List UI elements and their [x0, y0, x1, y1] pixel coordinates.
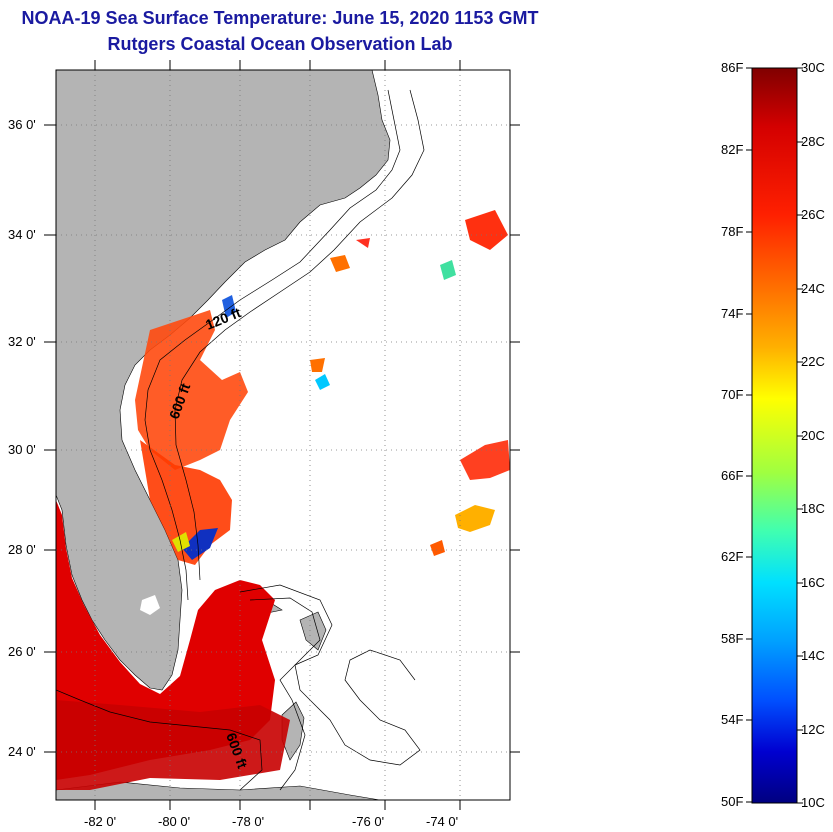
f-label-70: 70F — [721, 387, 743, 402]
lat-label-24: 24 0' — [8, 744, 36, 759]
c-label-20: 20C — [801, 428, 825, 443]
map-frame — [55, 69, 511, 801]
lat-label-26: 26 0' — [8, 644, 36, 659]
c-label-18: 18C — [801, 501, 825, 516]
c-label-24: 24C — [801, 281, 825, 296]
f-label-54: 54F — [721, 712, 743, 727]
map-title: NOAA-19 Sea Surface Temperature: June 15… — [21, 8, 539, 28]
sst-small-patch-4 — [465, 210, 508, 250]
c-label-16: 16C — [801, 575, 825, 590]
colorbar-fahrenheit-labels: 86F 82F 78F 74F 70F 66F 62F 58F 54F 50F — [721, 60, 743, 809]
sst-small-patch-5 — [310, 358, 325, 372]
colorbar-c-ticks — [797, 67, 803, 804]
f-label-86: 86F — [721, 60, 743, 75]
c-label-28: 28C — [801, 134, 825, 149]
lat-label-30: 30 0' — [8, 442, 36, 457]
land-southeast-us — [56, 70, 391, 691]
contour-bahamas — [239, 584, 421, 766]
sst-straits-warm-region — [56, 700, 290, 790]
sst-small-patch-3 — [356, 238, 370, 248]
sst-green-patch-1 — [440, 260, 456, 280]
sst-offshore-patch-east — [460, 440, 510, 480]
c-label-14: 14C — [801, 648, 825, 663]
c-label-26: 26C — [801, 207, 825, 222]
map-ticks — [44, 60, 520, 810]
lon-label-76: -76 0' — [352, 814, 384, 829]
sst-small-patch-1 — [430, 540, 445, 556]
contour-600ft — [174, 89, 425, 581]
f-label-58: 58F — [721, 631, 743, 646]
f-label-78: 78F — [721, 224, 743, 239]
colorbar-f-ticks — [746, 67, 752, 803]
lon-label-82: -82 0' — [84, 814, 116, 829]
sst-yellow-patch-1 — [172, 532, 190, 552]
sst-offshore-patch-yellow — [455, 505, 495, 532]
sst-cold-patch-1 — [182, 528, 218, 560]
sst-cyan-patch-1 — [315, 374, 330, 390]
c-label-30: 30C — [801, 60, 825, 75]
lon-label-74: -74 0' — [426, 814, 458, 829]
contour-bahamas-inner — [249, 597, 321, 791]
f-label-74: 74F — [721, 306, 743, 321]
f-label-50: 50F — [721, 794, 743, 809]
lat-label-36: 36 0' — [8, 117, 36, 132]
temperature-colorbar — [751, 67, 798, 804]
map-gridlines — [56, 70, 510, 800]
lat-label-34: 34 0' — [8, 227, 36, 242]
sst-white-lake — [140, 595, 160, 615]
c-label-22: 22C — [801, 354, 825, 369]
lat-label-32: 32 0' — [8, 334, 36, 349]
lon-label-80: -80 0' — [158, 814, 190, 829]
lon-label-78: -78 0' — [232, 814, 264, 829]
sst-stream-orange-north — [135, 310, 248, 470]
contour-florida-west — [56, 689, 263, 791]
colorbar-celsius-labels: 30C 28C 26C 24C 22C 20C 18C 16C 14C 12C … — [801, 60, 825, 810]
c-label-10: 10C — [801, 795, 825, 810]
f-label-62: 62F — [721, 549, 743, 564]
sst-small-patch-2 — [330, 255, 350, 272]
f-label-82: 82F — [721, 142, 743, 157]
sst-cold-patch-2 — [222, 295, 236, 318]
f-label-66: 66F — [721, 468, 743, 483]
contour-120ft — [144, 89, 401, 601]
map-subtitle: Rutgers Coastal Ocean Observation Lab — [107, 34, 453, 54]
lat-label-28: 28 0' — [8, 542, 36, 557]
c-label-12: 12C — [801, 722, 825, 737]
land-cuba — [56, 781, 381, 800]
